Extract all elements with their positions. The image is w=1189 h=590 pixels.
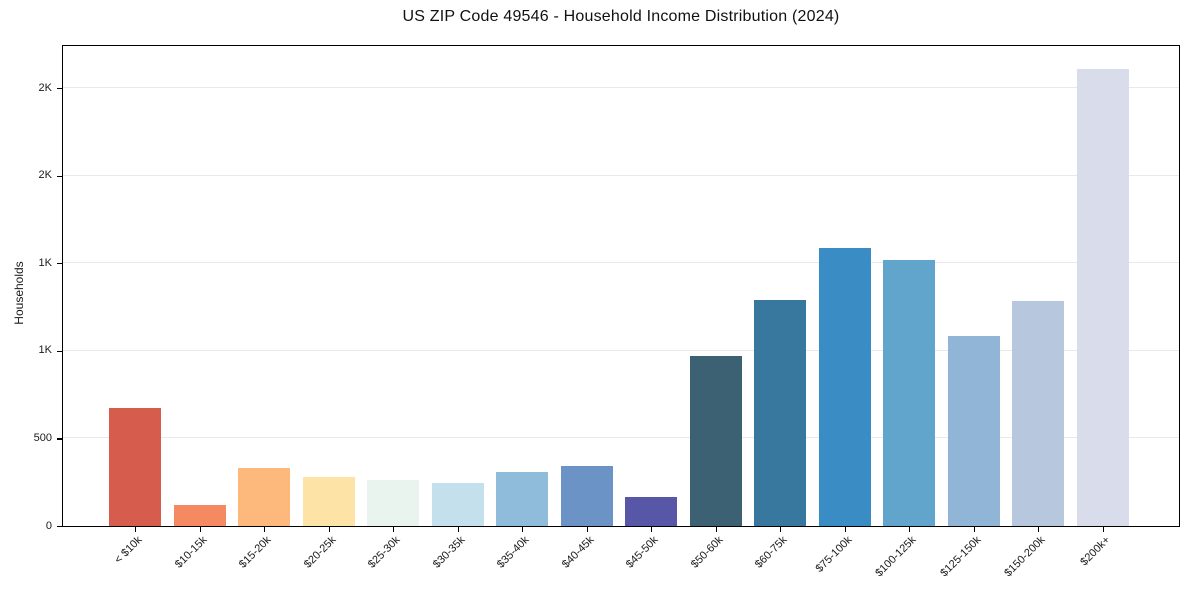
bar-9 xyxy=(625,497,677,526)
y-tick-label: 1K xyxy=(38,256,52,269)
x-tick-mark xyxy=(844,527,846,532)
bar-16 xyxy=(1076,68,1129,526)
y-tick-mark xyxy=(57,88,62,90)
y-gridline xyxy=(63,87,1179,89)
bar-15 xyxy=(1012,300,1064,526)
x-tick-mark xyxy=(909,527,911,532)
y-gridline xyxy=(63,174,1179,176)
bar-6 xyxy=(431,483,484,526)
y-tick-label: 0 xyxy=(45,519,52,532)
y-tick-mark xyxy=(57,438,62,440)
y-tick-label: 500 xyxy=(33,431,52,444)
x-tick-mark xyxy=(651,527,653,532)
bar-12 xyxy=(818,248,871,526)
bar-3 xyxy=(238,468,290,526)
bar-11 xyxy=(754,300,806,526)
x-tick-mark xyxy=(973,527,975,532)
x-tick-mark xyxy=(457,527,459,532)
bar-4 xyxy=(302,476,355,526)
x-tick-mark xyxy=(135,527,137,532)
x-tick-mark xyxy=(264,527,266,532)
bar-7 xyxy=(496,471,548,526)
y-tick-label: 2K xyxy=(38,169,52,182)
x-tick-mark xyxy=(586,527,588,532)
bar-13 xyxy=(883,259,935,526)
y-tick-label: 1K xyxy=(38,344,52,357)
y-gridline xyxy=(63,262,1179,264)
y-tick-mark xyxy=(57,175,62,177)
y-tick-mark xyxy=(57,350,62,352)
y-axis-title: Households xyxy=(12,261,26,325)
x-tick-mark xyxy=(715,527,717,532)
x-tick-mark xyxy=(1102,527,1104,532)
y-tick-mark xyxy=(57,526,62,528)
y-gridline xyxy=(63,437,1179,439)
bar-1 xyxy=(109,407,161,526)
x-tick-label: < $10k xyxy=(112,534,145,567)
x-tick-mark xyxy=(393,527,395,532)
plot-area xyxy=(62,45,1180,527)
x-tick-mark xyxy=(328,527,330,532)
x-tick-mark xyxy=(199,527,201,532)
bar-2 xyxy=(173,504,226,526)
y-gridline xyxy=(63,349,1179,351)
x-tick-mark xyxy=(780,527,782,532)
y-tick-label: 2K xyxy=(38,81,52,94)
x-tick-mark xyxy=(522,527,524,532)
x-tick-mark xyxy=(1038,527,1040,532)
bar-5 xyxy=(367,480,419,526)
chart-title: US ZIP Code 49546 - Household Income Dis… xyxy=(402,8,840,25)
bar-10 xyxy=(689,356,742,526)
y-tick-mark xyxy=(57,263,62,265)
bar-8 xyxy=(560,466,613,526)
bar-14 xyxy=(947,335,1000,526)
